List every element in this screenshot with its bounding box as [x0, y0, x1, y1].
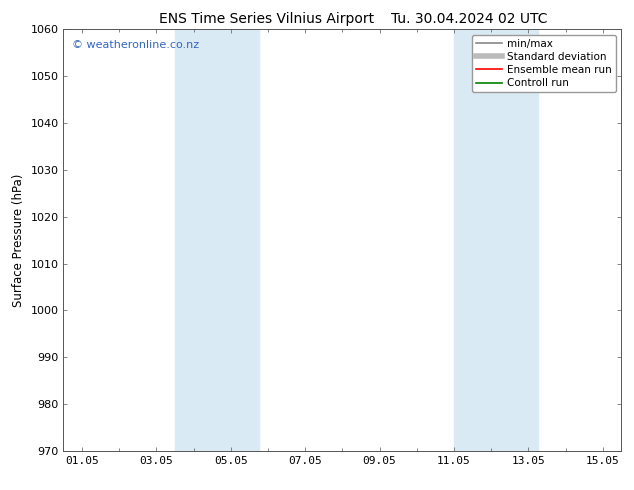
- Legend: min/max, Standard deviation, Ensemble mean run, Controll run: min/max, Standard deviation, Ensemble me…: [472, 35, 616, 92]
- Text: © weatheronline.co.nz: © weatheronline.co.nz: [72, 40, 199, 50]
- Text: ENS Time Series Vilnius Airport: ENS Time Series Vilnius Airport: [158, 12, 374, 26]
- Bar: [214, 29, 259, 451]
- Bar: [454, 29, 491, 451]
- Bar: [491, 29, 538, 451]
- Text: Tu. 30.04.2024 02 UTC: Tu. 30.04.2024 02 UTC: [391, 12, 547, 26]
- Y-axis label: Surface Pressure (hPa): Surface Pressure (hPa): [12, 173, 25, 307]
- Bar: [175, 29, 214, 451]
